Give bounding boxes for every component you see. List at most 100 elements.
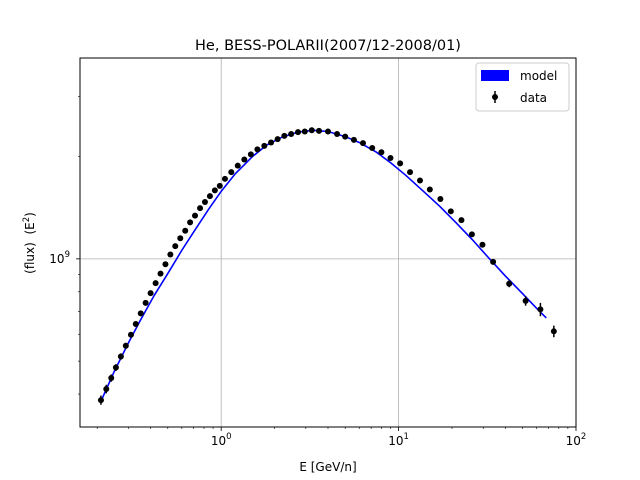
data-marker [522, 297, 529, 304]
x-tick-label-base: 10 [566, 434, 581, 448]
data-marker [103, 385, 110, 392]
data-marker [177, 235, 184, 242]
data-marker [201, 198, 208, 205]
legend: model data [475, 62, 570, 112]
data-marker [234, 162, 241, 169]
y-axis-label-exponent: 2 [22, 217, 32, 222]
data-marker [407, 169, 414, 176]
data-point [162, 261, 169, 268]
x-tick-label-base: 10 [211, 434, 226, 448]
x-tick-label: 101 [388, 432, 409, 448]
data-point [397, 160, 404, 167]
data-marker [216, 182, 223, 189]
data-marker [447, 208, 454, 215]
data-marker [167, 251, 174, 258]
data-point [103, 384, 110, 394]
data-layer [97, 127, 557, 405]
data-marker [97, 397, 104, 404]
data-point [350, 136, 357, 143]
y-axis-label: (flux) (E2) [22, 212, 37, 274]
data-point [206, 193, 213, 200]
data-marker [550, 328, 557, 335]
data-point [187, 219, 194, 226]
legend-model-swatch [481, 70, 509, 81]
data-marker [241, 156, 248, 163]
data-marker [211, 187, 218, 194]
data-point [378, 149, 385, 156]
data-point [274, 136, 281, 143]
legend-data-marker [492, 94, 498, 100]
data-marker [288, 131, 295, 138]
data-point [288, 131, 295, 138]
data-marker [342, 133, 349, 140]
data-point [157, 270, 164, 277]
data-marker [537, 306, 544, 313]
data-marker [162, 261, 169, 268]
x-tick-label-exponent: 0 [226, 432, 231, 442]
data-marker [197, 205, 204, 212]
data-point [334, 131, 341, 138]
data-point [122, 342, 129, 349]
data-marker [316, 127, 323, 134]
x-tick-label: 102 [566, 432, 587, 448]
data-point [147, 290, 154, 297]
data-marker [187, 219, 194, 226]
data-point [167, 251, 174, 258]
y-axis-label-close: ) [23, 212, 37, 217]
data-point [268, 139, 275, 146]
data-marker [132, 321, 139, 328]
data-point [172, 243, 179, 250]
data-point [295, 129, 302, 136]
data-point [437, 196, 444, 203]
data-point [117, 353, 124, 360]
data-point [468, 231, 475, 238]
data-point [537, 302, 544, 317]
data-marker [247, 151, 254, 158]
data-marker [479, 241, 486, 248]
data-marker [254, 146, 261, 153]
data-point [192, 212, 199, 219]
y-tick-label-exponent: 9 [65, 250, 70, 260]
plot-area [80, 58, 576, 427]
data-point [182, 227, 189, 234]
data-marker [192, 212, 199, 219]
data-point [97, 395, 104, 405]
data-point [142, 299, 149, 306]
data-marker [137, 310, 144, 317]
data-marker [157, 270, 164, 277]
x-axis: 100 101 102 [96, 427, 587, 448]
data-point [407, 169, 414, 176]
data-marker [152, 280, 159, 287]
data-point [228, 169, 235, 176]
data-point [479, 241, 486, 248]
data-point [550, 325, 557, 338]
data-marker [378, 149, 385, 156]
data-point [211, 187, 218, 194]
data-point [152, 280, 159, 287]
data-point [254, 146, 261, 153]
data-point [201, 198, 208, 205]
data-point [197, 205, 204, 212]
data-point [301, 128, 308, 135]
y-axis: 109 [49, 96, 80, 395]
data-point [316, 127, 323, 134]
data-point [216, 182, 223, 189]
data-marker [387, 155, 394, 162]
data-marker [437, 196, 444, 203]
data-marker [397, 160, 404, 167]
data-marker [325, 128, 331, 135]
data-point [490, 258, 497, 265]
data-marker [261, 142, 268, 149]
data-point [177, 235, 184, 242]
data-point [108, 374, 115, 382]
data-marker [268, 139, 275, 146]
data-marker [112, 364, 119, 371]
data-point [506, 280, 513, 288]
data-point [241, 156, 248, 163]
y-tick-label-base: 10 [49, 252, 64, 266]
data-marker [359, 140, 366, 147]
data-point [447, 208, 454, 215]
data-marker [281, 132, 288, 139]
data-point [359, 140, 366, 147]
